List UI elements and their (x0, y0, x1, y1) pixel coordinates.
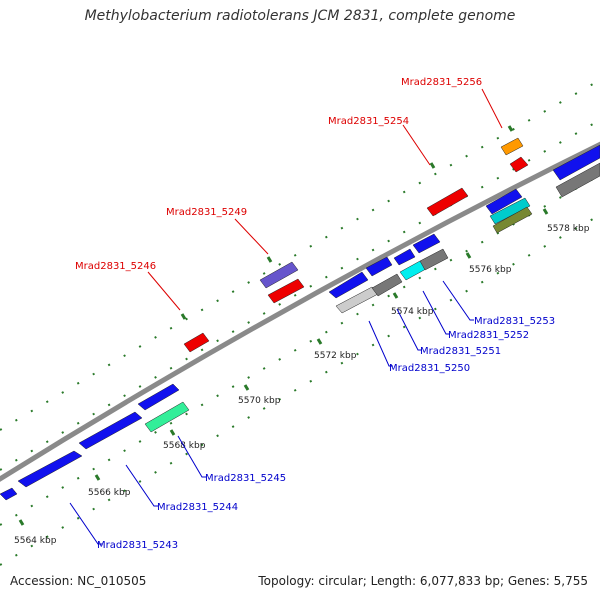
gene-arrow[interactable] (489, 197, 531, 225)
gene-arrow[interactable] (137, 383, 180, 411)
gene-arrow[interactable] (144, 401, 190, 433)
gene-arrow[interactable] (426, 187, 469, 217)
gene-arrow[interactable] (0, 487, 18, 501)
gene-arrow[interactable] (365, 256, 393, 277)
gene-arrow[interactable] (419, 248, 449, 271)
scale-label: 5572 kbp (314, 351, 357, 361)
gene-label[interactable]: Mrad2831_5254 (328, 116, 409, 127)
gene-label[interactable]: Mrad2831_5249 (166, 207, 247, 218)
gene-label[interactable]: Mrad2831_5253 (474, 316, 555, 327)
gene-arrow[interactable] (328, 271, 369, 299)
scale-label: 5578 kbp (547, 224, 590, 234)
scale-label: 5566 kbp (88, 488, 131, 498)
gene-arrow[interactable] (412, 233, 441, 254)
gene-arrow[interactable] (259, 261, 299, 289)
major-ticks (18, 125, 549, 526)
gene-label[interactable]: Mrad2831_5246 (75, 261, 156, 272)
gene-arrow[interactable] (267, 278, 305, 304)
gene-label[interactable]: Mrad2831_5252 (448, 330, 529, 341)
gene-arrow[interactable] (552, 144, 600, 181)
gene-label[interactable]: Mrad2831_5256 (401, 77, 482, 88)
gene-arrow[interactable] (183, 332, 210, 353)
map-title: Methylobacterium radiotolerans JCM 2831,… (84, 8, 516, 24)
scale-label: 5564 kbp (14, 536, 57, 546)
gene-arrows (0, 137, 600, 501)
scale-label: 5574 kbp (391, 307, 434, 317)
gene-arrow[interactable] (555, 162, 600, 198)
gene-arrow[interactable] (509, 156, 529, 173)
scale-label: 5576 kbp (469, 265, 512, 275)
gene-arrow[interactable] (500, 137, 524, 156)
scale-labels: 5564 kbp 5566 kbp 5568 kbp 5570 kbp 5572… (14, 224, 590, 546)
gene-label[interactable]: Mrad2831_5244 (157, 502, 238, 513)
callout-lines-bottom (69, 280, 474, 545)
accession-text: Accession: NC_010505 (10, 574, 147, 588)
gene-label[interactable]: Mrad2831_5250 (389, 363, 470, 374)
scale-label: 5570 kbp (238, 396, 281, 406)
genome-backbone (0, 141, 600, 482)
gene-label[interactable]: Mrad2831_5243 (97, 540, 178, 551)
gene-arrow[interactable] (393, 248, 416, 266)
gene-label[interactable]: Mrad2831_5245 (205, 473, 286, 484)
gene-label[interactable]: Mrad2831_5251 (420, 346, 501, 357)
gene-arrow[interactable] (485, 188, 523, 215)
gene-arrow[interactable] (78, 411, 143, 450)
gene-arrow[interactable] (371, 273, 403, 297)
summary-text: Topology: circular; Length: 6,077,833 bp… (258, 574, 588, 588)
gene-arrow[interactable] (492, 206, 533, 234)
gene-labels-top: Mrad2831_5246 Mrad2831_5249 Mrad2831_525… (75, 77, 482, 272)
callout-lines-top (147, 88, 503, 311)
gene-arrow[interactable] (17, 450, 83, 488)
gene-labels-bottom: Mrad2831_5243 Mrad2831_5244 Mrad2831_524… (97, 316, 555, 551)
